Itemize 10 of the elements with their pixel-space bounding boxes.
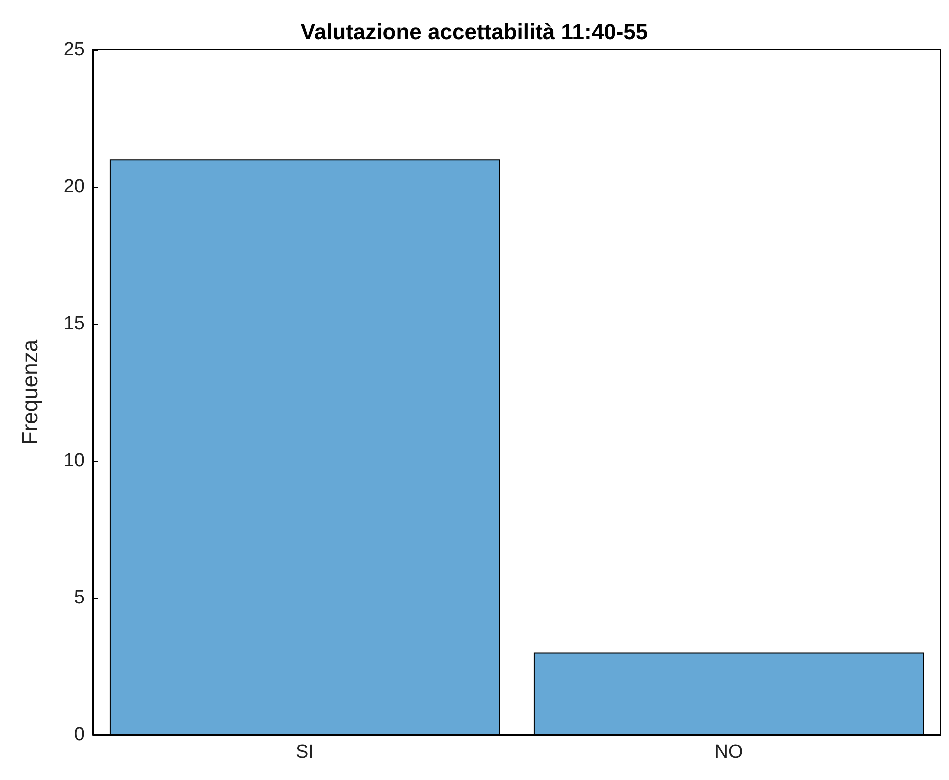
x-tick-label: SI xyxy=(296,742,314,763)
y-axis-title: Frequenza xyxy=(18,339,42,446)
y-tick-label: 20 xyxy=(64,176,85,198)
chart-title: Valutazione accettabilità 11:40-55 xyxy=(300,20,648,44)
y-tick-label: 10 xyxy=(64,450,85,472)
y-tick-label: 0 xyxy=(74,724,85,746)
y-tick-label: 5 xyxy=(74,588,85,608)
x-tick-label: NO xyxy=(714,742,744,763)
y-tick-label: 25 xyxy=(64,40,85,60)
y-tick-label: 15 xyxy=(64,314,85,334)
